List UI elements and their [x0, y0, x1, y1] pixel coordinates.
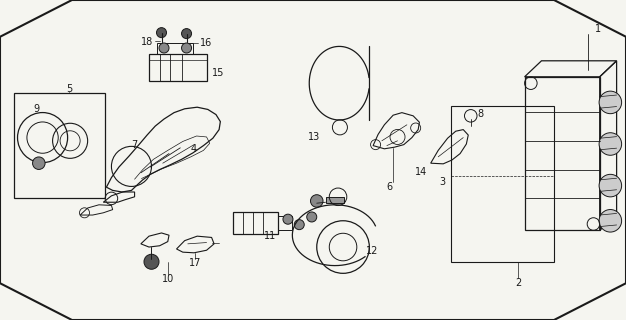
Circle shape [599, 133, 622, 155]
Bar [278, 216, 292, 230]
Text: 17: 17 [189, 258, 202, 268]
Bar [326, 197, 344, 203]
Circle shape [283, 214, 293, 224]
Text: 6: 6 [386, 182, 393, 192]
Circle shape [599, 91, 622, 114]
Text: 4: 4 [191, 144, 197, 154]
Text: 8: 8 [477, 109, 483, 119]
Circle shape [294, 220, 304, 230]
Circle shape [182, 43, 192, 53]
Text: 10: 10 [162, 274, 174, 284]
Circle shape [307, 212, 317, 222]
Text: 5: 5 [66, 84, 72, 94]
Bar [156, 43, 193, 54]
Text: 16: 16 [200, 38, 213, 48]
Circle shape [144, 254, 159, 269]
Text: 1: 1 [595, 24, 601, 34]
Text: 9: 9 [33, 104, 39, 114]
Circle shape [33, 157, 45, 170]
Circle shape [310, 195, 323, 207]
Circle shape [156, 28, 167, 38]
Circle shape [159, 43, 169, 53]
Text: 2: 2 [515, 278, 521, 288]
Circle shape [182, 28, 192, 39]
Circle shape [599, 210, 622, 232]
Bar [451, 106, 554, 262]
Text: 14: 14 [414, 167, 427, 177]
Bar [149, 54, 207, 81]
Text: 12: 12 [366, 246, 378, 256]
Text: 18: 18 [141, 36, 153, 47]
Bar [14, 93, 105, 198]
Text: 7: 7 [131, 140, 138, 150]
Bar [233, 212, 278, 234]
Text: 11: 11 [264, 231, 277, 241]
Text: 13: 13 [308, 132, 321, 142]
Circle shape [599, 174, 622, 197]
Text: 15: 15 [212, 68, 224, 78]
Text: 3: 3 [439, 177, 445, 188]
